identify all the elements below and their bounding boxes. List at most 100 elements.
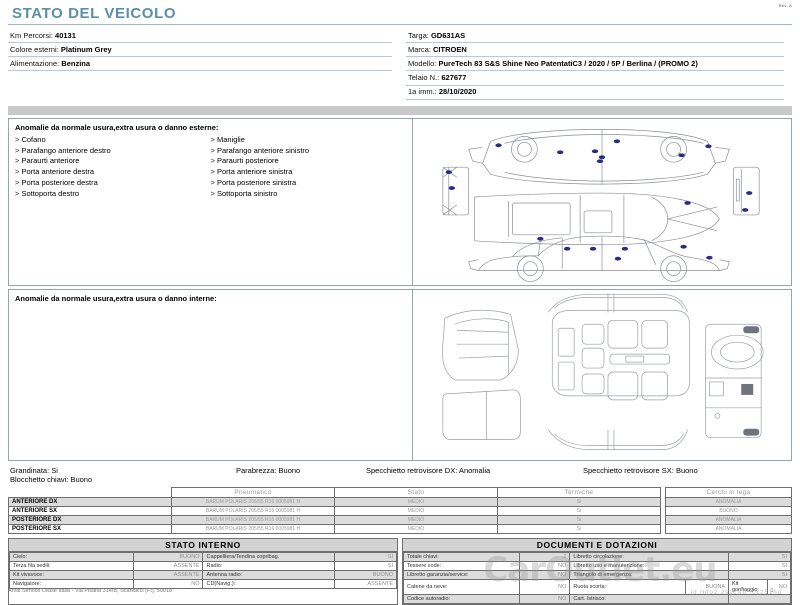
field-prima-immatricolazione: 1a imm.: 28/10/2020: [406, 86, 784, 100]
external-damage-column-left: > Cofano > Parafango anteriore destro > …: [15, 135, 211, 200]
table-row: BUONO: [664, 505, 793, 516]
tyre-description: BARUM POLARIS 205/55 R16 0005981 H: [170, 523, 335, 534]
field-modello: Modello: PureTech 83 S&S Shine Neo Paten…: [406, 57, 784, 72]
field-value: ASSENTE: [132, 569, 204, 580]
field-marca-value: CITROEN: [433, 44, 467, 54]
tyre-state: MEDIO: [333, 505, 498, 516]
field-label: Terza fila sedili:: [9, 560, 134, 571]
tyre-position: POSTERIORE DX: [8, 514, 172, 525]
tyre-description: BARUM POLARIS 205/55 R16 0005981 H: [170, 496, 335, 507]
documenti-title: DOCUMENTI E DOTAZIONI: [403, 538, 791, 552]
stato-interno-table: STATO INTERNO Cielo: BUONO Cappelliera/T…: [8, 537, 398, 605]
table-row: Totale chiavi: 2 Libretto circolazione: …: [402, 551, 791, 562]
page-footer: Arval Service Lease Italia - Via Pisana …: [8, 588, 792, 594]
title-divider: [8, 24, 792, 25]
list-item: > Parafango anteriore sinistro: [210, 145, 310, 155]
table-row: POSTERIORE SX BARUM POLARIS 205/55 R16 0…: [8, 523, 661, 534]
tyre-thermal: Si: [496, 505, 661, 516]
field-km-value: 40131: [55, 30, 76, 40]
field-value: ASSENTE: [132, 560, 204, 571]
tyre-col-blank: [9, 487, 172, 497]
tyre-thermal: Si: [496, 523, 661, 534]
field-targa: Targa: GD631AS: [406, 29, 784, 44]
field-label: Cappelliera/Tendina copribag.: [202, 551, 336, 562]
tyre-col-stato: Stato: [333, 486, 498, 498]
external-damage-list: Anomalie da normale usura,extra usura o …: [9, 118, 413, 285]
damage-markers: [445, 139, 753, 261]
external-damage-block: Anomalie da normale usura,extra usura o …: [8, 117, 792, 286]
field-colore-value: Platinum Grey: [60, 44, 112, 54]
field-alimentazione-value: Benzina: [61, 58, 91, 68]
vehicle-header-left: Km Percorsi: 40131 Colore esterni: Plati…: [8, 29, 400, 100]
table-row: ANOMALIA: [664, 514, 793, 525]
interior-diagram-svg: [442, 293, 764, 450]
field-alimentazione-label: Alimentazione:: [10, 58, 60, 68]
field-label: CD(Navig.):: [202, 578, 336, 589]
list-item: > Sottoporta destro: [15, 189, 80, 198]
watermark-subtext: id.info2.2sscNo ,0cz51hd: [690, 590, 782, 596]
table-row: ANTERIORE SX BARUM POLARIS 205/55 R16 00…: [8, 505, 661, 516]
table-header-row: Pneumatico Stato Termiche: [9, 486, 661, 498]
rims-col-header: Cerchi in lega: [664, 486, 793, 498]
footer-address: Arval Service Lease Italia - Via Pisana …: [8, 588, 173, 594]
summary-parabrezza: Parabrezza: Buono: [236, 465, 301, 475]
field-label: Codice autoradio:: [402, 593, 521, 604]
field-value: ASSENTE: [334, 578, 397, 589]
field-label: Triangolo di emergenza:: [569, 569, 730, 580]
table-row: Kit vivavoce: ASSENTE Antenna radio: BUO…: [9, 569, 397, 580]
rims-table: Cerchi in lega ANOMALIA BUONO ANOMALIA A…: [664, 486, 793, 534]
tyre-position: ANTERIORE DX: [8, 496, 172, 507]
field-km: Km Percorsi: 40131: [8, 29, 392, 44]
field-colore: Colore esterni: Platinum Grey: [8, 43, 392, 58]
field-value: 2: [519, 551, 571, 562]
list-item: > Porta posteriore destra: [15, 178, 98, 188]
summary-grandinata: Grandinata: Si: [10, 465, 58, 475]
tyre-state: MEDIO: [333, 523, 498, 534]
tyre-table: Pneumatico Stato Termiche ANTERIORE DX B…: [8, 486, 661, 534]
field-km-label: Km Percorsi:: [10, 30, 53, 40]
tyre-state: MEDIO: [333, 496, 498, 507]
table-row: Terza fila sedili: ASSENTE Radio: SI: [9, 560, 397, 571]
tyre-description: BARUM POLARIS 205/55 R16 0005981 H: [170, 514, 335, 525]
internal-damage-title: Anomalie da normale usura,extra usura o …: [15, 293, 217, 303]
table-row: POSTERIORE DX BARUM POLARIS 205/55 R16 0…: [8, 514, 661, 525]
table-header-row: Cerchi in lega: [664, 486, 793, 498]
list-item: > Paraurti posteriore: [210, 156, 279, 166]
field-value: SI: [728, 560, 791, 571]
field-modello-value: PureTech 83 S&S Shine Neo PatentatiC3 / …: [438, 58, 698, 68]
field-label: Libretto uso e manutenzione:: [569, 560, 730, 571]
exterior-car-diagram-svg: [442, 128, 760, 282]
tyre-col-termiche: Termiche: [496, 486, 661, 498]
table-row: Tessere code: NO Libretto uso e manutenz…: [402, 560, 791, 571]
list-item: > Porta anteriore sinistra: [210, 167, 293, 177]
tyre-section: Pneumatico Stato Termiche ANTERIORE DX B…: [8, 486, 793, 534]
tyre-thermal: Si: [496, 514, 661, 525]
field-label: Radio:: [202, 560, 336, 571]
field-label: Kit gonfiaggio:: [728, 578, 768, 595]
field-targa-label: Targa:: [408, 30, 429, 40]
table-row: ANTERIORE DX BARUM POLARIS 205/55 R16 00…: [8, 496, 661, 507]
footer-page-number: 1: [770, 588, 774, 594]
field-prima-immatricolazione-label: 1a imm.:: [408, 87, 437, 96]
external-damage-title: Anomalie da normale usura,extra usura o …: [15, 122, 219, 132]
tyre-description: BARUM POLARIS 205/55 R16 0005981 H: [170, 505, 335, 516]
table-row: Libretto garanzia/service: NO Triangolo …: [402, 569, 791, 580]
field-value: NO: [519, 593, 571, 604]
field-value: NO: [519, 560, 571, 571]
field-telaio-value: 627677: [441, 72, 467, 82]
field-label: Tessere code:: [402, 560, 521, 571]
tyre-position: ANTERIORE SX: [8, 505, 172, 516]
list-item: > Maniglie: [210, 134, 245, 144]
field-value: BUONO: [132, 551, 204, 562]
exterior-diagram: [413, 119, 791, 285]
list-item: > Paraurti anteriore: [15, 156, 80, 166]
table-row: Navigatore: NO CD(Navig.): ASSENTE: [9, 578, 397, 589]
external-damage-column-right: > Maniglie > Parafango anteriore sinistr…: [211, 135, 407, 200]
summary-blocchetto-chiavi: Blocchetto chiavi: Buono: [10, 474, 93, 484]
field-value: NO: [132, 578, 204, 589]
field-value: BUONO: [334, 569, 397, 580]
vehicle-header-right: Targa: GD631AS Marca: CITROEN Modello: P…: [400, 29, 792, 100]
rim-state: ANOMALIA: [664, 496, 793, 507]
internal-damage-list: Anomalie da normale usura,extra usura o …: [9, 289, 413, 460]
list-item: > Porta posteriore sinistra: [210, 178, 297, 188]
